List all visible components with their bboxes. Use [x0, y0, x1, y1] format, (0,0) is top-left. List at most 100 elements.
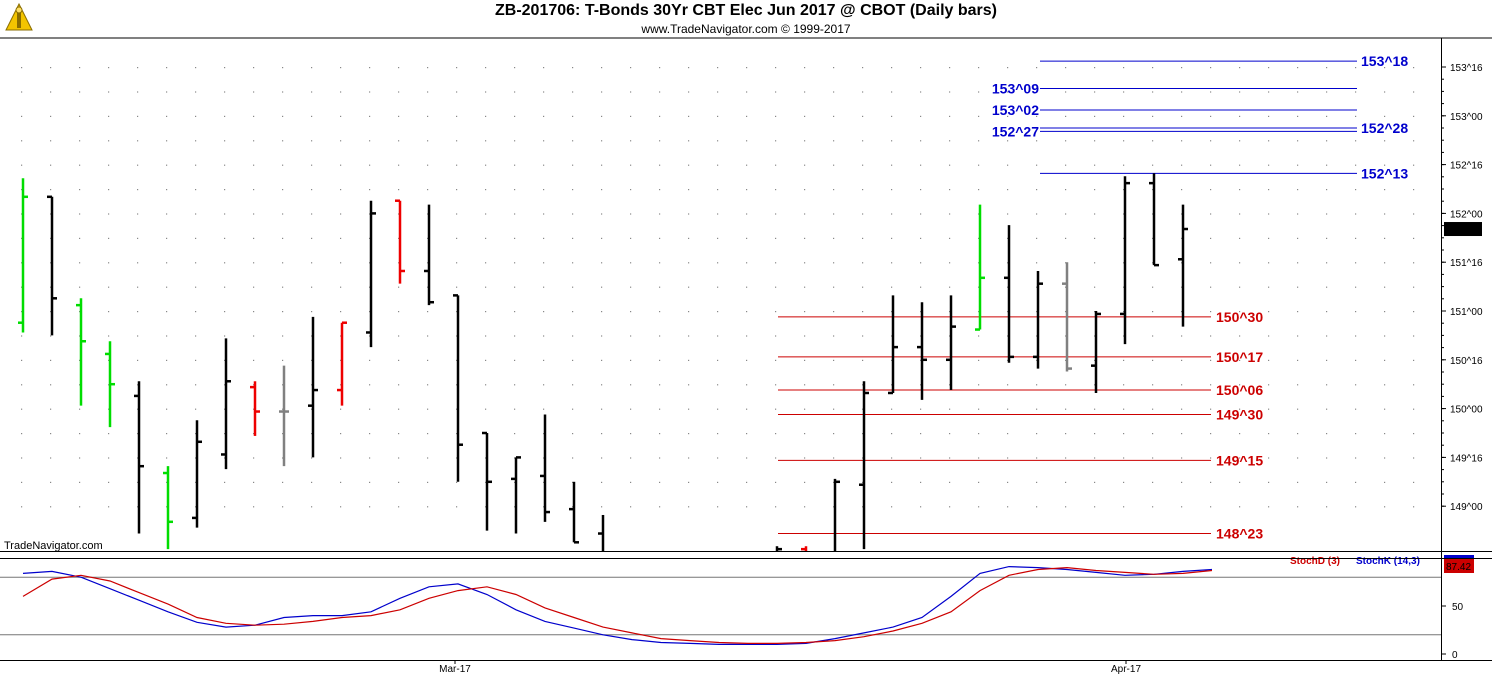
grid-dot: [1036, 481, 1038, 483]
grid-dot: [804, 67, 806, 69]
grid-dot: [1297, 335, 1299, 337]
grid-dot: [427, 262, 429, 264]
grid-dot: [1297, 506, 1299, 508]
grid-dot: [282, 359, 284, 361]
ohlc-bar: [221, 338, 231, 470]
grid-dot: [891, 140, 893, 142]
grid-dot: [1007, 457, 1009, 459]
grid-dot: [1065, 384, 1067, 386]
grid-dot: [746, 91, 748, 93]
grid-dot: [514, 433, 516, 435]
stoch-last-box-top: [1444, 555, 1474, 559]
grid-dot: [688, 359, 690, 361]
grid-dot: [572, 335, 574, 337]
grid-dot: [195, 506, 197, 508]
grid-dot: [1239, 140, 1241, 142]
grid-dot: [630, 237, 632, 239]
grid-dot: [514, 140, 516, 142]
grid-dot: [1065, 115, 1067, 117]
grid-dot: [746, 115, 748, 117]
grid-dot: [1268, 433, 1270, 435]
grid-dot: [340, 189, 342, 191]
grid-dot: [572, 286, 574, 288]
grid-dot: [108, 384, 110, 386]
grid-dot: [427, 67, 429, 69]
grid-dot: [456, 506, 458, 508]
grid-dot: [427, 286, 429, 288]
grid-dot: [1152, 335, 1154, 337]
grid-dot: [1065, 262, 1067, 264]
grid-dot: [1007, 311, 1009, 313]
ohlc-bar: [337, 321, 347, 406]
grid-dot: [50, 140, 52, 142]
grid-dot: [1094, 213, 1096, 215]
grid-dot: [1094, 408, 1096, 410]
grid-dot: [1413, 286, 1415, 288]
grid-dot: [891, 408, 893, 410]
level-label: 149^15: [1216, 452, 1263, 468]
grid-dot: [688, 140, 690, 142]
grid-dot: [253, 91, 255, 93]
grid-dot: [50, 408, 52, 410]
grid-dot: [543, 286, 545, 288]
grid-dot: [1007, 213, 1009, 215]
grid-dot: [398, 506, 400, 508]
grid-dot: [50, 189, 52, 191]
grid-dot: [978, 237, 980, 239]
ohlc-bar: [859, 381, 869, 550]
grid-dot: [1065, 506, 1067, 508]
grid-dot: [1210, 286, 1212, 288]
grid-dot: [427, 457, 429, 459]
grid-dot: [862, 384, 864, 386]
grid-dot: [253, 164, 255, 166]
grid-dot: [659, 213, 661, 215]
grid-dot: [50, 433, 52, 435]
grid-dot: [543, 506, 545, 508]
grid-dot: [949, 262, 951, 264]
grid-dot: [1384, 384, 1386, 386]
grid-dot: [340, 140, 342, 142]
grid-dot: [224, 237, 226, 239]
grid-dot: [1094, 91, 1096, 93]
grid-dot: [833, 213, 835, 215]
grid-dot: [311, 506, 313, 508]
chart-subtitle: www.TradeNavigator.com © 1999-2017: [641, 22, 851, 36]
grid-dot: [833, 335, 835, 337]
grid-dot: [1181, 433, 1183, 435]
grid-dot: [1036, 189, 1038, 191]
grid-dot: [1065, 237, 1067, 239]
grid-dot: [1065, 189, 1067, 191]
grid-dot: [340, 457, 342, 459]
grid-dot: [717, 237, 719, 239]
grid-dot: [1152, 311, 1154, 313]
grid-dot: [1123, 286, 1125, 288]
grid-dot: [369, 140, 371, 142]
ohlc-bar: [685, 588, 695, 604]
grid-dot: [572, 311, 574, 313]
grid-dot: [862, 237, 864, 239]
grid-dot: [137, 91, 139, 93]
grid-dot: [862, 213, 864, 215]
grid-dot: [427, 408, 429, 410]
grid-dot: [253, 262, 255, 264]
grid-dot: [1239, 262, 1241, 264]
grid-dot: [601, 115, 603, 117]
grid-dot: [1094, 115, 1096, 117]
grid-dot: [137, 189, 139, 191]
grid-dot: [50, 359, 52, 361]
grid-dot: [340, 335, 342, 337]
grid-dot: [1355, 384, 1357, 386]
grid-dot: [398, 335, 400, 337]
grid-dot: [1355, 189, 1357, 191]
grid-dot: [891, 213, 893, 215]
ohlc-bar: [511, 456, 521, 534]
grid-dot: [514, 67, 516, 69]
grid-dot: [1239, 384, 1241, 386]
ohlc-bar: [946, 295, 956, 391]
grid-dot: [398, 311, 400, 313]
grid-dot: [369, 91, 371, 93]
grid-dot: [1413, 506, 1415, 508]
grid-dot: [311, 481, 313, 483]
ohlc-bar: [1033, 270, 1043, 369]
grid-dot: [717, 311, 719, 313]
